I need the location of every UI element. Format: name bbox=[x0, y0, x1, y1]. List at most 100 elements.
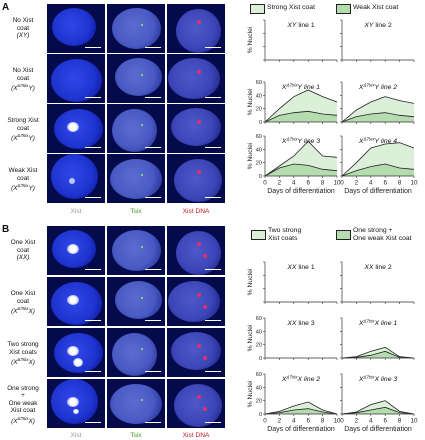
chart-10: XΔTsixX line 1 bbox=[340, 317, 415, 360]
line-series-1 bbox=[341, 400, 415, 415]
tsix-signal bbox=[141, 174, 143, 176]
nucleus bbox=[114, 57, 162, 96]
nucleus bbox=[114, 280, 162, 319]
scale-bar bbox=[145, 147, 161, 149]
scale-bar bbox=[205, 197, 221, 199]
y-tick-label: 0 bbox=[259, 412, 262, 418]
chart-title: XΔTsixX line 2 bbox=[281, 375, 321, 383]
scale-bar bbox=[85, 422, 101, 424]
xist-signal bbox=[73, 358, 83, 367]
line-series-2 bbox=[341, 112, 415, 123]
dna-signal bbox=[197, 242, 201, 246]
y-tick-label: 0 bbox=[259, 356, 262, 362]
panelB-micrograph-r4-c2 bbox=[107, 379, 165, 428]
xist-signal bbox=[67, 295, 79, 305]
nucleus bbox=[111, 109, 157, 152]
y-axis-label: % Nuclei bbox=[247, 268, 254, 295]
chart-title: XΔTsixX line 1 bbox=[358, 319, 398, 327]
panelB-micrograph-r3-c2 bbox=[107, 328, 165, 377]
legend-swatch-strong bbox=[250, 4, 265, 14]
y-tick-label: 60 bbox=[256, 80, 262, 86]
scale-bar bbox=[85, 371, 101, 373]
panelB-column-label-1: Xist bbox=[70, 432, 82, 439]
panelA-micrograph-r1-c3 bbox=[167, 4, 225, 53]
panelA-row-label-2: No Xist coat (XΔTsixY) bbox=[11, 67, 35, 93]
y-tick-label: 40 bbox=[256, 329, 262, 335]
line-series-1 bbox=[264, 401, 338, 415]
line-series-2 bbox=[341, 406, 415, 415]
dna-signal bbox=[203, 305, 207, 309]
dna-signal bbox=[197, 344, 201, 348]
nucleus bbox=[171, 107, 221, 146]
scale-bar bbox=[145, 422, 161, 424]
chart-12: 0 2 4 6 8 10 XΔTsixX line 3 Days of differentia… bbox=[340, 373, 418, 433]
scale-bar bbox=[205, 422, 221, 424]
y-tick-label: 20 bbox=[256, 107, 262, 113]
scale-bar bbox=[145, 197, 161, 199]
nucleus bbox=[175, 230, 221, 275]
panel-label-b: B bbox=[2, 224, 10, 235]
x-tick-label: 6 bbox=[306, 418, 310, 425]
chart-title: XΔTsixY line 4 bbox=[358, 137, 397, 145]
xist-signal bbox=[67, 122, 79, 132]
legend-swatch-two-strong bbox=[251, 230, 266, 240]
legend-swatch-weak bbox=[336, 4, 351, 14]
tsix-signal bbox=[141, 399, 143, 401]
panelA-row-label-3: Strong Xist coat (XΔTsixY) bbox=[7, 117, 39, 143]
dna-signal bbox=[197, 170, 201, 174]
panelA-micrograph-r4-c1 bbox=[47, 154, 105, 203]
panelA-micrograph-r4-c2 bbox=[107, 154, 165, 203]
y-axis-label: % Nuclei bbox=[247, 142, 254, 169]
nucleus bbox=[168, 281, 220, 322]
panelA-micrograph-r2-c2 bbox=[107, 54, 165, 103]
dna-signal bbox=[203, 254, 207, 258]
panelB-micrograph-r4-c3 bbox=[167, 379, 225, 428]
chart-6: 0 2 4 6 8 10 XΔTsixY line 4 Days of differentia… bbox=[340, 135, 418, 195]
chart-1: XY line 1 % Nuclei bbox=[247, 19, 338, 62]
x-tick-label: 10 bbox=[333, 180, 341, 187]
scale-bar bbox=[145, 371, 161, 373]
tsix-signal bbox=[141, 24, 143, 26]
nucleus bbox=[50, 154, 98, 199]
dna-signal bbox=[197, 293, 201, 297]
tsix-signal bbox=[141, 124, 143, 126]
nucleus bbox=[111, 8, 161, 49]
nucleus bbox=[50, 59, 102, 102]
line-series-2 bbox=[264, 110, 338, 123]
x-tick-label: 10 bbox=[410, 180, 418, 187]
y-axis-label: % Nuclei bbox=[247, 26, 254, 53]
x-tick-label: 6 bbox=[383, 418, 387, 425]
nucleus bbox=[174, 159, 222, 202]
x-tick-label: 8 bbox=[321, 418, 325, 425]
nucleus bbox=[168, 58, 220, 99]
x-tick-label: 8 bbox=[321, 180, 325, 187]
x-tick-label: 2 bbox=[355, 180, 359, 187]
scale-bar bbox=[145, 47, 161, 49]
tsix-signal bbox=[141, 297, 143, 299]
xist-signal bbox=[67, 244, 79, 254]
panelA-column-label-2: Tsix bbox=[130, 208, 142, 215]
y-tick-label: 60 bbox=[256, 134, 262, 140]
tsix-signal bbox=[141, 348, 143, 350]
panelA-micrograph-r3-c1 bbox=[47, 104, 105, 153]
nucleus bbox=[110, 158, 162, 199]
line-series-2 bbox=[341, 163, 415, 177]
x-tick-label: 0 bbox=[340, 418, 344, 425]
chart-title: XY line 2 bbox=[363, 22, 391, 29]
nucleus bbox=[175, 8, 221, 53]
x-axis-label: Days of differentiation bbox=[344, 188, 412, 195]
scale-bar bbox=[145, 320, 161, 322]
scale-bar bbox=[85, 320, 101, 322]
chart-9: 0 20 40 60 XX line 3 % Nuclei bbox=[247, 316, 338, 362]
scale-bar bbox=[205, 97, 221, 99]
x-tick-label: 10 bbox=[410, 418, 418, 425]
x-tick-label: 8 bbox=[398, 180, 402, 187]
chart-8: XX line 2 bbox=[340, 261, 415, 304]
chart-title: XΔTsixY line 3 bbox=[281, 137, 320, 145]
legend-label-one-strong-one-weak: One strong + One weak Xist coat bbox=[353, 227, 412, 242]
scale-bar bbox=[85, 47, 101, 49]
dna-signal bbox=[197, 20, 201, 24]
y-tick-label: 0 bbox=[259, 174, 262, 180]
